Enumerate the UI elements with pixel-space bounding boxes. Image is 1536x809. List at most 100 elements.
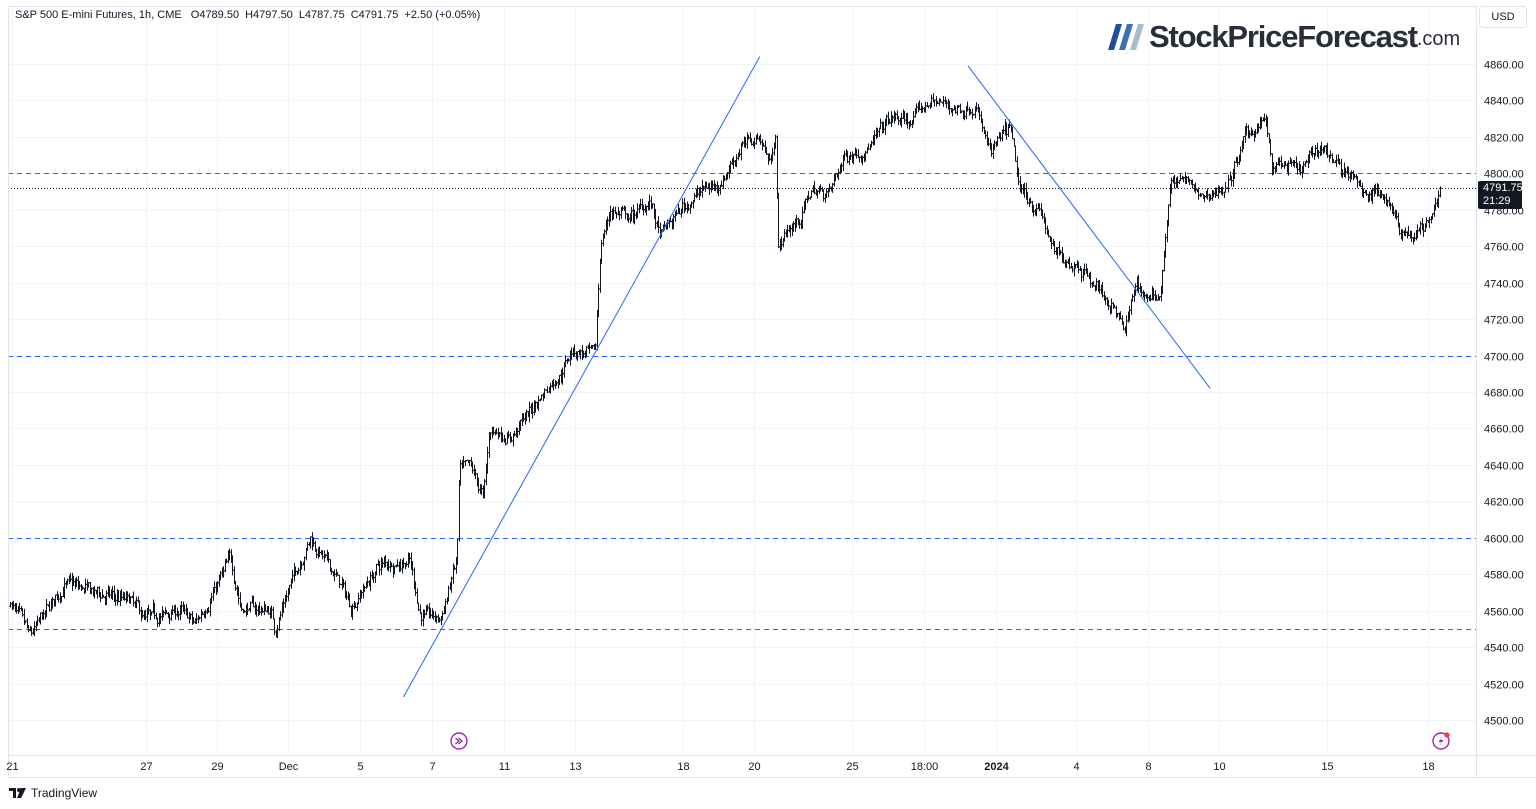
currency-button[interactable]: USD	[1479, 6, 1527, 28]
price-tick-label: 4520.00	[1484, 680, 1524, 692]
time-tick-label: 20	[748, 761, 760, 773]
time-tick-label: 13	[569, 761, 581, 773]
ohlc-bar	[420, 612, 423, 627]
price-tick-label: 4560.00	[1484, 607, 1524, 619]
price-tick-label: 4500.00	[1484, 716, 1524, 728]
time-tick-label: 21	[6, 761, 18, 773]
logo-stripes-icon	[1108, 24, 1144, 50]
ohlc-bar	[1073, 261, 1076, 277]
price-tick-label: 4540.00	[1484, 643, 1524, 655]
trendline	[967, 65, 1211, 389]
logo-text: StockPriceForecast	[1149, 19, 1418, 54]
last-price: 4791.75	[1483, 182, 1523, 194]
ohlc-bar	[138, 600, 141, 615]
last-price-badge: 4791.75 21:29	[1478, 181, 1523, 209]
bar-countdown: 21:29	[1483, 195, 1511, 207]
ohlc-bar	[1439, 186, 1442, 198]
price-tick-label: 4800.00	[1484, 169, 1524, 181]
time-tick-label: 10	[1213, 761, 1225, 773]
horizontal-levels	[8, 173, 1476, 630]
time-tick-label: 29	[211, 761, 223, 773]
time-tick-label: 18	[1422, 761, 1434, 773]
trendline	[403, 56, 761, 698]
trendlines[interactable]	[403, 56, 1211, 698]
ohlc-bar	[618, 210, 621, 221]
time-axis[interactable]: 21 27 29 Dec 5 7 11 13 18 20 25 18:00 2024 4 8 10 15 18	[6, 761, 1434, 773]
ohlc-bar	[942, 95, 945, 107]
time-tick-label: 25	[846, 761, 858, 773]
ohlc-bar	[746, 132, 749, 149]
ohlc-bar	[1080, 267, 1083, 283]
time-tick-label: 2024	[984, 761, 1009, 773]
ohlc-bar	[416, 588, 419, 604]
tradingview-label: TradingView	[31, 786, 98, 800]
time-tick-label: 27	[140, 761, 152, 773]
time-tick-label: 18	[677, 761, 689, 773]
price-tick-label: 4620.00	[1484, 497, 1524, 509]
logo-domain: .com	[1416, 28, 1461, 50]
price-tick-label: 4640.00	[1484, 461, 1524, 473]
ohlc-bar	[822, 189, 825, 202]
ohlc-bar	[1071, 266, 1074, 273]
ohlc-bar	[21, 608, 24, 617]
ohlc-bar	[96, 586, 99, 599]
price-tick-label: 4680.00	[1484, 388, 1524, 400]
symbol-legend: S&P 500 E-mini Futures, 1h, CME O4789.50…	[15, 9, 486, 21]
price-tick-label: 4860.00	[1484, 60, 1524, 72]
change-value: +2.50 (+0.05%)	[404, 9, 481, 21]
ohlc-bar	[315, 548, 318, 558]
ohlc-bar	[1227, 174, 1230, 193]
time-tick-label: 8	[1145, 761, 1151, 773]
ohlc-bar	[624, 206, 627, 220]
price-tick-label: 4820.00	[1484, 133, 1524, 145]
ohlc-bar	[776, 135, 779, 200]
ohlc-bar	[36, 615, 39, 626]
price-tick-label: 4760.00	[1484, 242, 1524, 254]
open-value: O4789.50	[190, 9, 240, 21]
time-tick-label: 5	[357, 761, 363, 773]
high-value: H4797.50	[245, 9, 293, 21]
ohlc-bar	[338, 574, 341, 588]
stockpriceforecast-logo: StockPriceForecast .com	[1108, 20, 1460, 54]
ohlc-bar	[132, 591, 135, 607]
time-tick-label: 7	[429, 761, 435, 773]
ohlc-bar	[272, 606, 275, 620]
price-tick-label: 4840.00	[1484, 96, 1524, 108]
ohlc-bar	[1335, 154, 1338, 168]
grid	[8, 7, 1476, 755]
ohlc-bar	[458, 479, 461, 542]
lightning-icon[interactable]	[1432, 732, 1450, 750]
time-tick-label: 15	[1321, 761, 1333, 773]
ohlc-bar	[615, 211, 618, 219]
ohlc-bar	[1194, 182, 1197, 194]
ohlc-bar	[200, 608, 203, 623]
ohlc-bar	[1179, 173, 1182, 182]
tradingview-logo-icon	[9, 788, 26, 798]
low-value: L4787.75	[298, 9, 345, 21]
price-tick-label: 4580.00	[1484, 570, 1524, 582]
price-axis[interactable]: 4860.004840.004820.004800.004780.004760.…	[1484, 60, 1524, 728]
time-tick-label: 18:00	[911, 761, 939, 773]
goto-realtime-icon[interactable]	[450, 732, 468, 750]
ohlc-bars	[9, 93, 1442, 639]
ohlc-bar	[273, 618, 276, 636]
tradingview-brand[interactable]: TradingView	[9, 786, 97, 800]
ohlc-bar	[1224, 182, 1227, 193]
ohlc-bar	[1013, 138, 1016, 147]
time-tick-label: 11	[499, 761, 510, 773]
ohlc-bar	[9, 601, 12, 608]
price-tick-label: 4740.00	[1484, 279, 1524, 291]
ohlc-bar	[1014, 145, 1017, 162]
time-tick-label: 4	[1073, 761, 1079, 773]
ohlc-bar	[1131, 293, 1134, 302]
price-tick-label: 4660.00	[1484, 424, 1524, 436]
time-tick-label: Dec	[279, 761, 299, 773]
price-tick-label: 4600.00	[1484, 534, 1524, 546]
ohlc-bar	[777, 192, 780, 249]
ohlc-bar	[879, 118, 882, 130]
price-tick-label: 4720.00	[1484, 315, 1524, 327]
close-value: C4791.75	[350, 9, 399, 21]
ohlc-bar	[1425, 217, 1428, 228]
price-tick-label: 4700.00	[1484, 352, 1524, 364]
